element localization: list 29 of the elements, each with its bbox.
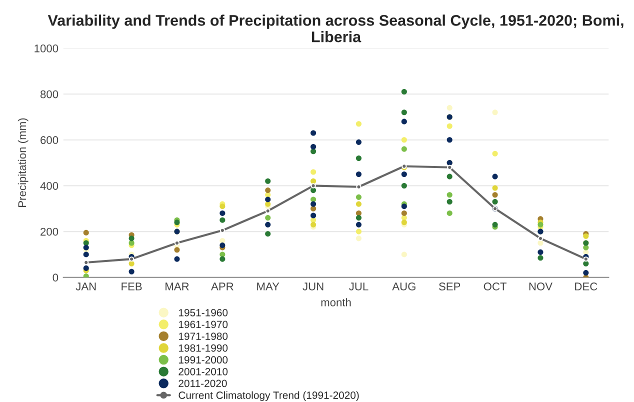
y-tick-label: 400 bbox=[40, 182, 58, 190]
x-tick-label: OCT bbox=[484, 282, 507, 290]
legend-label: 2011-2020 bbox=[178, 380, 227, 388]
y-axis-title: Precipitation (mm) bbox=[18, 118, 28, 207]
legend-label: 1981-1990 bbox=[178, 344, 228, 352]
x-axis-title: month bbox=[321, 298, 351, 306]
x-tick-label: MAY bbox=[257, 282, 280, 290]
legend-label: 1961-1970 bbox=[178, 320, 228, 328]
x-tick-label: DEC bbox=[575, 282, 598, 290]
chart-title: Variability and Trends of Precipitation across Seasonal Cycle, 1951-2020; Bomi, Liberia bbox=[48, 14, 624, 42]
x-tick-label: FEB bbox=[122, 282, 142, 290]
x-tick-label: JUL bbox=[349, 282, 368, 290]
y-tick-label: 200 bbox=[40, 228, 58, 236]
x-tick-label: JUN bbox=[302, 282, 324, 290]
x-tick-label: MAR bbox=[166, 282, 189, 290]
x-tick-label: SEP bbox=[439, 282, 460, 290]
y-tick-label: 0 bbox=[52, 274, 58, 282]
legend-label: Current Climatology Trend (1991-2020) bbox=[178, 391, 359, 401]
y-tick-label: 800 bbox=[40, 90, 58, 98]
legend-label: 2001-2010 bbox=[178, 368, 228, 376]
x-tick-label: AUG bbox=[392, 282, 416, 290]
x-tick-label: JAN bbox=[76, 282, 96, 290]
x-tick-label: NOV bbox=[529, 282, 552, 290]
legend-label: 1971-1980 bbox=[178, 332, 228, 340]
legend-label: 1951-1960 bbox=[178, 308, 228, 316]
x-tick-label: APR bbox=[211, 282, 234, 290]
legend-label: 1991-2000 bbox=[178, 356, 228, 364]
y-tick-label: 1000 bbox=[34, 44, 58, 52]
y-tick-label: 600 bbox=[40, 136, 58, 144]
